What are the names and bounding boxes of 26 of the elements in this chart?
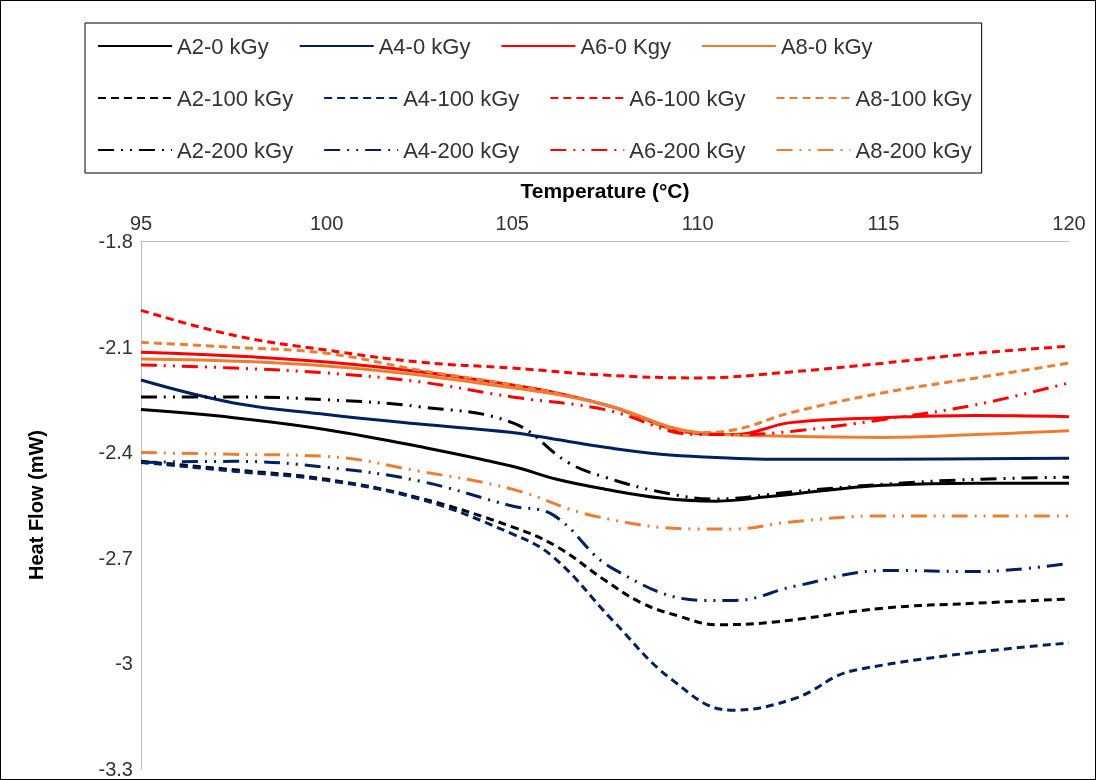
line-series bbox=[139, 378, 1071, 461]
legend-label: A2-100 kGy bbox=[177, 85, 294, 111]
x-tick-label: 110 bbox=[681, 212, 714, 234]
legend-label: A4-200 kGy bbox=[403, 137, 520, 163]
legend-label: A6-100 kGy bbox=[629, 85, 746, 111]
legend-label: A6-200 kGy bbox=[629, 137, 746, 163]
legend-label: A4-0 kGy bbox=[378, 33, 471, 59]
legend-label: A6-0 Kgy bbox=[580, 33, 671, 59]
y-tick-label: -3 bbox=[115, 652, 133, 675]
x-axis-title: Temperature (°C) bbox=[520, 179, 690, 202]
y-axis-title: Heat Flow (mW) bbox=[25, 430, 47, 580]
x-tick-label: 120 bbox=[1052, 212, 1086, 234]
legend-label: A2-0 kGy bbox=[177, 33, 269, 59]
x-tick-label: 105 bbox=[495, 212, 529, 234]
y-tick-label: -3.3 bbox=[98, 758, 133, 780]
legend-label: A8-200 kGy bbox=[855, 137, 972, 163]
legend-label: A8-0 kGy bbox=[780, 33, 873, 59]
y-tick-label: -2.7 bbox=[98, 546, 133, 569]
x-tick-label: 100 bbox=[309, 212, 344, 234]
line-series bbox=[139, 451, 1071, 531]
legend-label: A2-200 kGy bbox=[177, 137, 294, 163]
y-tick-label: -2.4 bbox=[98, 441, 133, 464]
x-tick-label: 115 bbox=[867, 212, 900, 234]
legend-label: A4-100 kGy bbox=[403, 85, 520, 111]
y-tick-label: -2.1 bbox=[98, 335, 133, 358]
legend-label: A8-100 kGy bbox=[855, 85, 972, 111]
